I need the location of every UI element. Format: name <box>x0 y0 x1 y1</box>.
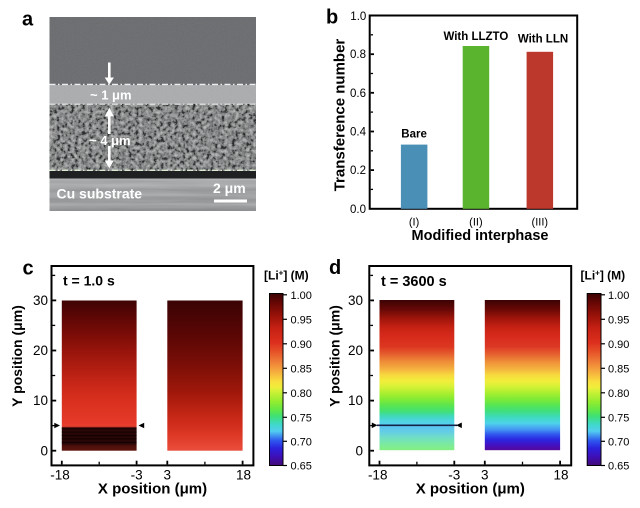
svg-text:10: 10 <box>348 393 363 408</box>
svg-text:Modified interphase: Modified interphase <box>412 228 549 244</box>
svg-text:-3: -3 <box>131 468 143 483</box>
svg-text:[Li+] (M): [Li+] (M) <box>581 268 626 282</box>
svg-text:30: 30 <box>348 293 363 308</box>
svg-text:0.95: 0.95 <box>291 314 312 326</box>
svg-text:0.8: 0.8 <box>350 49 366 61</box>
svg-text:-18: -18 <box>368 468 388 483</box>
svg-text:t = 1.0 s: t = 1.0 s <box>63 273 115 289</box>
svg-text:0.4: 0.4 <box>350 127 367 139</box>
svg-text:0.2: 0.2 <box>350 165 366 177</box>
svg-text:0.90: 0.90 <box>291 339 312 351</box>
svg-text:t = 3600 s: t = 3600 s <box>381 274 447 290</box>
svg-text:0.95: 0.95 <box>608 314 629 326</box>
svg-text:0.75: 0.75 <box>608 412 629 424</box>
svg-text:~ 1 μm: ~ 1 μm <box>90 88 132 103</box>
svg-text:b: b <box>326 7 338 29</box>
svg-text:3: 3 <box>481 468 489 483</box>
svg-text:0.80: 0.80 <box>291 388 312 400</box>
svg-text:d: d <box>329 257 341 279</box>
svg-text:-18: -18 <box>50 468 70 483</box>
svg-text:Y position (μm): Y position (μm) <box>327 305 343 407</box>
svg-text:0.90: 0.90 <box>608 339 629 351</box>
svg-text:(I): (I) <box>409 217 419 229</box>
svg-text:1.00: 1.00 <box>608 290 629 302</box>
svg-text:3: 3 <box>164 468 172 483</box>
svg-text:18: 18 <box>553 468 568 483</box>
svg-text:0.85: 0.85 <box>291 363 312 375</box>
svg-text:~ 4 μm: ~ 4 μm <box>89 133 131 148</box>
svg-text:X position (μm): X position (μm) <box>98 481 207 498</box>
svg-text:20: 20 <box>33 343 48 358</box>
svg-text:0.80: 0.80 <box>608 388 629 400</box>
svg-text:a: a <box>22 9 34 31</box>
svg-text:0.85: 0.85 <box>608 363 629 375</box>
svg-text:Y position (μm): Y position (μm) <box>9 305 25 407</box>
svg-text:18: 18 <box>236 468 251 483</box>
svg-text:(II): (II) <box>469 217 482 229</box>
svg-text:With LLZTO: With LLZTO <box>443 31 508 43</box>
svg-text:-3: -3 <box>448 468 460 483</box>
svg-text:2 μm: 2 μm <box>213 180 246 196</box>
svg-text:0: 0 <box>40 443 48 458</box>
svg-text:0.65: 0.65 <box>291 461 312 473</box>
svg-text:20: 20 <box>348 343 363 358</box>
svg-text:1.0: 1.0 <box>350 11 366 23</box>
svg-text:Cu substrate: Cu substrate <box>57 186 143 202</box>
svg-text:Transference number: Transference number <box>332 39 349 192</box>
svg-text:[Li+] (M): [Li+] (M) <box>264 268 309 282</box>
svg-text:1.00: 1.00 <box>291 290 312 302</box>
svg-text:0: 0 <box>355 443 363 458</box>
svg-text:0.70: 0.70 <box>608 436 629 448</box>
svg-text:With LLN: With LLN <box>518 34 568 46</box>
svg-text:0.0: 0.0 <box>350 204 366 216</box>
svg-text:c: c <box>23 258 34 280</box>
svg-text:0.70: 0.70 <box>291 436 312 448</box>
svg-text:Bare: Bare <box>401 129 427 141</box>
svg-text:(III): (III) <box>532 217 549 229</box>
svg-text:30: 30 <box>33 293 48 308</box>
svg-text:X position (μm): X position (μm) <box>416 481 525 498</box>
svg-text:0.6: 0.6 <box>350 88 366 100</box>
svg-text:0.65: 0.65 <box>608 461 629 473</box>
svg-text:10: 10 <box>33 393 48 408</box>
svg-text:0.75: 0.75 <box>291 412 312 424</box>
